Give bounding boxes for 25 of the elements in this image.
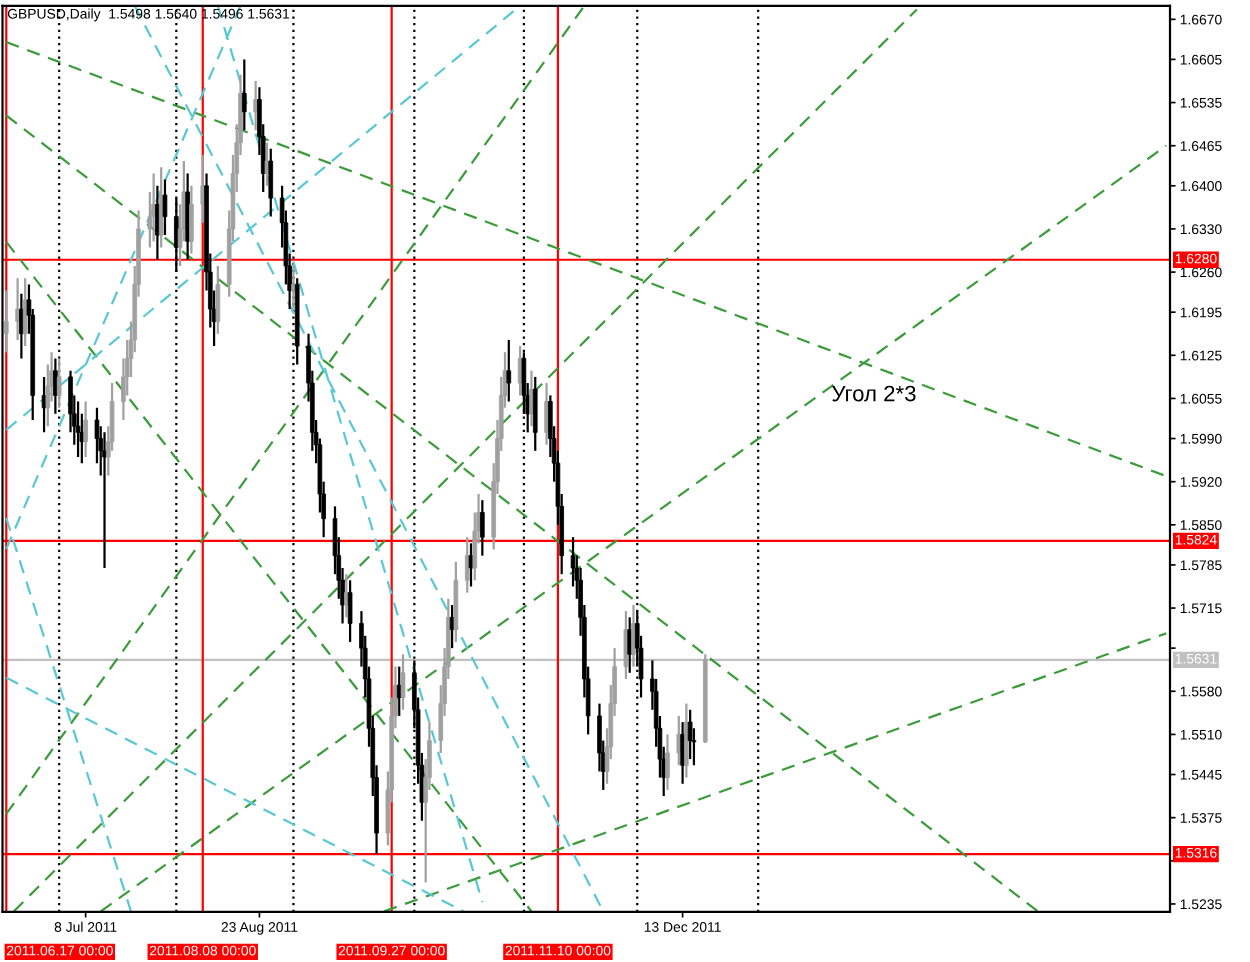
candlestick [506, 338, 512, 403]
candlestick [102, 431, 107, 570]
candlestick [200, 153, 206, 224]
candlestick [56, 357, 62, 409]
candlestick [532, 375, 538, 452]
candlestick [347, 579, 353, 644]
candlestick [242, 58, 247, 132]
annotation: Угол 2*3 [832, 385, 916, 402]
candlestick [189, 184, 194, 255]
candlestick [264, 141, 270, 187]
candlestick [215, 264, 221, 335]
candlestick [676, 714, 682, 767]
candlestick [468, 542, 474, 588]
candlestick [684, 702, 689, 779]
candlestick [75, 400, 81, 459]
candlestick [344, 573, 349, 619]
candlestick [268, 147, 274, 218]
candlestick [687, 708, 693, 761]
candlestick [480, 499, 485, 557]
candlestick [631, 603, 636, 668]
candlestick [83, 400, 88, 459]
candlestick [665, 733, 670, 792]
candlestick [3, 289, 9, 354]
candlestick [15, 277, 20, 342]
candlestick [623, 610, 629, 681]
